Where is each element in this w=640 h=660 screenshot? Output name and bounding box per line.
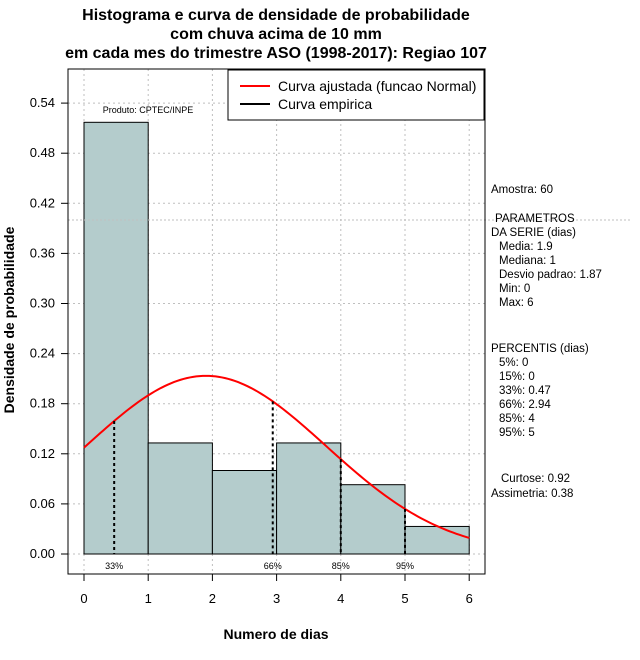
y-tick-label-3: 0.18 (30, 396, 55, 411)
y-tick-label-5: 0.30 (30, 296, 55, 311)
stat-params-header-2: DA SERIE (dias) (491, 227, 576, 239)
x-tick-label-5: 5 (401, 591, 408, 606)
y-tick-label-1: 0.06 (30, 496, 55, 511)
x-tick-label-0: 0 (80, 591, 87, 606)
y-axis: 0.00 0.06 0.12 0.18 0.24 0.30 0.36 0.42 0.48 0.54 (30, 95, 68, 561)
percentile-marker-label-1: 66% (264, 561, 282, 571)
x-axis-label: Numero de dias (223, 626, 328, 642)
stat-amostra: Amostra: 60 (491, 184, 553, 196)
stat-max: Max: 6 (499, 297, 534, 309)
y-tick-label-6: 0.36 (30, 245, 55, 260)
percentile-marker-label-3: 95% (396, 561, 414, 571)
stats-panel: Amostra: 60 PARAMETROS DA SERIE (dias) M… (491, 184, 602, 500)
y-tick-label-2: 0.12 (30, 446, 55, 461)
legend-box (227, 69, 485, 121)
y-tick-label-8: 0.48 (30, 145, 55, 160)
stat-media: Media: 1.9 (499, 241, 553, 253)
x-tick-label-1: 1 (145, 591, 152, 606)
stat-assimetria: Assimetria: 0.38 (491, 488, 573, 500)
x-tick-label-6: 6 (466, 591, 473, 606)
histogram-bar-4 (340, 484, 406, 555)
legend-label-empirical: Curva empirica (278, 96, 372, 112)
stat-p5: 5%: 0 (499, 357, 528, 369)
product-annotation: Produto: CPTEC/INPE (103, 105, 194, 115)
histogram-bar-2 (211, 470, 278, 555)
y-tick-label-0: 0.00 (30, 546, 55, 561)
percentile-markers: 33% 66% 85% 95% (105, 401, 414, 571)
stat-mediana: Mediana: 1 (499, 255, 556, 267)
y-tick-label-7: 0.42 (30, 195, 55, 210)
stat-curtose: Curtose: 0.92 (501, 473, 570, 485)
histogram-bars (83, 121, 470, 555)
stat-p15: 15%: 0 (499, 371, 535, 383)
stat-p33: 33%: 0.47 (499, 385, 551, 397)
x-tick-label-3: 3 (273, 591, 280, 606)
x-axis: 0 1 2 3 4 5 6 (80, 573, 473, 606)
stat-min: Min: 0 (499, 283, 530, 295)
stat-p85: 85%: 4 (499, 413, 535, 425)
x-tick-label-2: 2 (209, 591, 216, 606)
y-axis-label: Densidade de probabilidade (1, 226, 17, 413)
chart-title-line-1: Histograma e curva de densidade de proba… (82, 7, 470, 24)
legend: Curva ajustada (funcao Normal) Curva emp… (227, 69, 485, 121)
histogram-bar-3 (276, 442, 342, 555)
percentile-marker-label-0: 33% (105, 561, 123, 571)
histogram-bar-0 (83, 121, 149, 555)
chart-title-line-3: em cada mes do trimestre ASO (1998-2017)… (65, 45, 487, 62)
stat-percentis-header: PERCENTIS (dias) (491, 343, 589, 355)
histogram-bar-5 (404, 525, 470, 555)
y-tick-label-9: 0.54 (30, 95, 55, 110)
x-tick-label-4: 4 (337, 591, 344, 606)
stat-p66: 66%: 2.94 (499, 399, 551, 411)
stat-desvio: Desvio padrao: 1.87 (499, 269, 602, 281)
stat-p95: 95%: 5 (499, 427, 535, 439)
y-tick-label-4: 0.24 (30, 346, 55, 361)
stat-params-header-1: PARAMETROS (495, 213, 575, 225)
legend-label-normal: Curva ajustada (funcao Normal) (278, 78, 476, 94)
histogram-bar-1 (147, 442, 213, 555)
chart-title-line-2: com chuva acima de 10 mm (170, 26, 382, 43)
percentile-marker-label-2: 85% (332, 561, 350, 571)
